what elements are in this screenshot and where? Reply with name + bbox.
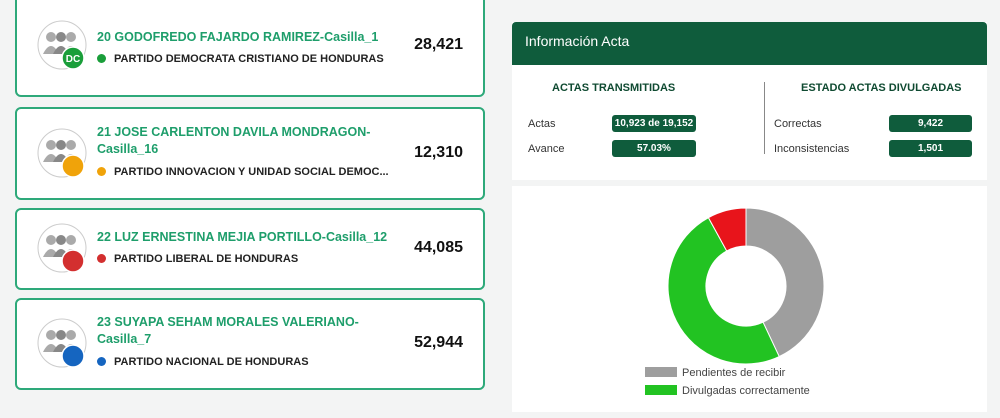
avatar — [37, 128, 87, 178]
donut-chart: Pendientes de recibir Divulgadas correcta… — [645, 207, 825, 397]
candidate-name: 23 SUYAPA SEHAM MORALES VALERIANO-Casill… — [97, 315, 359, 346]
party-row: PARTIDO DEMOCRATA CRISTIANO DE HONDURAS — [97, 53, 384, 65]
section-heading: ACTAS TRANSMITIDAS — [552, 82, 676, 94]
stat-value: 57.03% — [612, 140, 696, 157]
candidate-card: DC 20 GODOFREDO FAJARDO RAMIREZ-Casilla_1… — [15, 0, 485, 97]
avatar: DC — [37, 20, 87, 70]
donut-segment — [667, 216, 780, 365]
vote-count: 28,421 — [414, 35, 463, 53]
person-head — [46, 139, 56, 150]
vote-count: 12,310 — [414, 143, 463, 161]
person-head — [66, 31, 76, 42]
legend-swatch — [645, 385, 677, 395]
party-name: PARTIDO LIBERAL DE HONDURAS — [114, 253, 299, 265]
person-head — [56, 31, 66, 42]
candidate-card: 21 JOSE CARLENTON DAVILA MONDRAGON-Casil… — [15, 107, 485, 200]
person-head — [56, 330, 66, 340]
donut-segment — [707, 207, 747, 252]
candidate-name: 22 LUZ ERNESTINA MEJIA PORTILLO-Casilla_… — [97, 230, 388, 244]
party-badge — [61, 344, 85, 368]
transmitted-section: ACTAS TRANSMITIDAS — [552, 82, 675, 94]
legend-label: Divulgadas correctamente — [682, 385, 810, 397]
section-heading: ESTADO ACTAS DIVULGADAS — [801, 82, 962, 94]
person-head — [66, 235, 76, 245]
party-name: PARTIDO DEMOCRATA CRISTIANO DE HONDURAS — [114, 52, 384, 65]
avatar — [37, 318, 87, 368]
vote-count: 52,944 — [414, 334, 463, 351]
person-head — [56, 235, 66, 245]
info-panel: Información Acta ACTAS TRANSMITIDAS ESTA… — [512, 22, 987, 412]
party-badge — [61, 153, 85, 178]
party-row: PARTIDO NACIONAL DE HONDURAS — [97, 356, 309, 368]
party-name: PARTIDO NACIONAL DE HONDURAS — [114, 356, 309, 368]
stat-value: 9,422 — [889, 115, 972, 132]
party-badge — [61, 45, 85, 70]
panel-title: Información Acta — [512, 22, 987, 65]
donut-segment — [745, 207, 825, 358]
avatar — [37, 223, 87, 273]
candidate-name: 21 JOSE CARLENTON DAVILA MONDRAGON-Casil… — [97, 124, 371, 156]
chart-area: Pendientes de recibir Divulgadas correcta… — [512, 180, 987, 418]
candidate-card: 23 SUYAPA SEHAM MORALES VALERIANO-Casill… — [15, 298, 485, 390]
party-dot — [97, 53, 106, 63]
person-head — [46, 31, 56, 42]
stat-value: 1,501 — [889, 140, 972, 157]
person-head — [66, 330, 76, 340]
person-head — [46, 330, 56, 340]
legend-swatch — [645, 367, 677, 377]
party-dot — [97, 166, 106, 176]
stat-value: 10,923 de 19,152 — [612, 115, 696, 132]
legend-label: Pendientes de recibir — [682, 367, 786, 379]
stat-label: Avance — [528, 143, 565, 155]
page: DC 20 GODOFREDO FAJARDO RAMIREZ-Casilla_1… — [15, 0, 987, 412]
person-head — [46, 235, 56, 245]
person-head — [56, 139, 66, 150]
party-name: PARTIDO INNOVACION Y UNIDAD SOCIAL DEMOC… — [114, 165, 389, 178]
party-dot — [97, 357, 106, 366]
vote-count: 44,085 — [414, 239, 463, 256]
stat-label: Actas — [528, 118, 556, 130]
stat-label: Correctas — [774, 118, 822, 130]
status-section: ESTADO ACTAS DIVULGADAS — [801, 82, 962, 94]
party-dot — [97, 254, 106, 263]
person-head — [66, 139, 76, 150]
badge-text: DC — [66, 54, 80, 65]
party-row: PARTIDO LIBERAL DE HONDURAS — [97, 253, 298, 265]
candidate-name: 20 GODOFREDO FAJARDO RAMIREZ-Casilla_1 — [97, 29, 379, 44]
party-badge — [61, 249, 85, 273]
divider — [764, 82, 765, 154]
stat-label: Inconsistencias — [774, 143, 850, 155]
party-row: PARTIDO INNOVACION Y UNIDAD SOCIAL DEMOC… — [97, 166, 389, 178]
candidate-card: 22 LUZ ERNESTINA MEJIA PORTILLO-Casilla_… — [15, 208, 485, 290]
